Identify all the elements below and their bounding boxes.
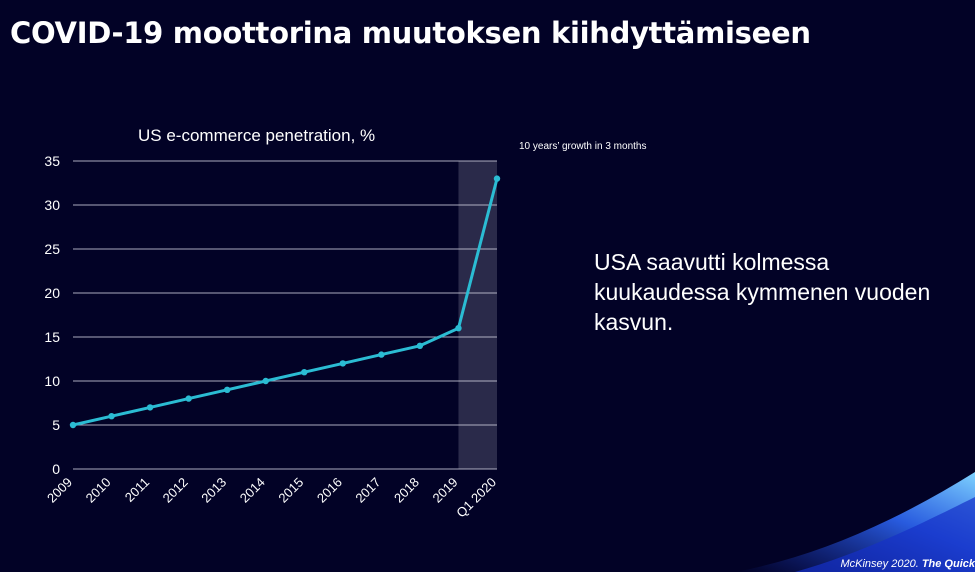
- x-tick-label: 2009: [44, 475, 75, 506]
- footer-source-text: McKinsey 2020.: [840, 558, 919, 570]
- x-tick-label: 2016: [314, 475, 345, 506]
- page-title: COVID-19 moottorina muutoksen kiihdyttäm…: [10, 16, 811, 50]
- y-tick-label: 15: [44, 329, 60, 345]
- data-point: [378, 351, 385, 358]
- x-tick-label: 2017: [352, 475, 383, 506]
- x-tick-label: 2012: [160, 475, 191, 506]
- decorative-swoosh: [735, 472, 975, 572]
- data-point: [416, 342, 424, 349]
- data-point: [185, 395, 192, 402]
- data-point: [301, 369, 308, 376]
- y-tick-label: 30: [44, 197, 60, 213]
- data-point: [339, 360, 347, 367]
- data-point: [69, 421, 77, 429]
- x-tick-label: 2018: [391, 475, 422, 506]
- chart-annotation: 10 years’ growth in 3 months: [519, 141, 647, 152]
- data-point: [262, 377, 269, 385]
- data-point: [455, 325, 462, 332]
- callout-text: USA saavutti kolmessa kuukaudessa kymmen…: [594, 249, 931, 335]
- x-tick-label: 2019: [430, 475, 461, 506]
- x-tick-label: 2010: [83, 475, 114, 506]
- chart-title: US e-commerce penetration, %: [138, 126, 376, 145]
- data-point: [223, 386, 231, 393]
- x-tick-label: 2013: [198, 475, 229, 506]
- y-tick-label: 20: [44, 285, 60, 301]
- data-point: [493, 175, 501, 182]
- x-tick-label: 2011: [122, 475, 152, 505]
- y-tick-label: 25: [44, 241, 60, 257]
- x-tick-label: 2014: [237, 475, 268, 506]
- x-tick-label: Q1 2020: [453, 475, 499, 521]
- y-tick-label: 5: [52, 417, 60, 433]
- y-tick-label: 35: [44, 153, 60, 169]
- footer-source: McKinsey 2020. The Quick: [840, 558, 975, 570]
- y-tick-label: 0: [52, 461, 60, 477]
- series-line: [72, 178, 499, 427]
- x-tick-label: 2015: [275, 475, 306, 506]
- highlight-band: [458, 161, 497, 469]
- data-point: [108, 413, 115, 420]
- y-tick-label: 10: [44, 373, 60, 389]
- footer-source-title: The Quick: [921, 558, 975, 570]
- data-point: [146, 404, 154, 411]
